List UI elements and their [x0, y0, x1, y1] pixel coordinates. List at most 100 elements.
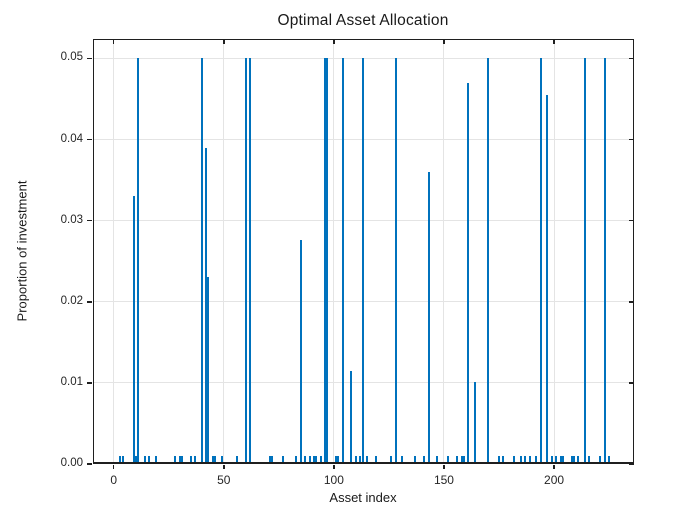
bar	[282, 455, 285, 464]
x-gridline	[553, 39, 555, 464]
bar	[271, 455, 274, 464]
bar	[295, 455, 298, 464]
bar	[498, 455, 501, 464]
y-gridline	[93, 57, 634, 59]
x-gridline	[223, 39, 225, 464]
bar	[603, 58, 606, 464]
x-tick-mark-top	[553, 39, 555, 44]
bar	[119, 455, 122, 464]
bar	[313, 455, 316, 464]
bar	[423, 455, 426, 464]
bar	[365, 455, 368, 464]
bar	[401, 455, 404, 464]
bar	[354, 455, 357, 464]
y-tick-mark-right	[629, 57, 634, 60]
bar	[427, 172, 430, 464]
bar	[577, 455, 580, 464]
bar	[546, 94, 549, 464]
bar	[473, 382, 476, 464]
plot-area	[93, 39, 634, 465]
y-tick-mark	[87, 138, 92, 141]
x-tick-label: 50	[217, 473, 231, 487]
bar	[315, 455, 318, 464]
bar	[520, 455, 523, 464]
bar	[570, 455, 573, 464]
bar	[361, 58, 364, 464]
y-tick-mark-right	[629, 463, 634, 465]
x-tick-label: 0	[110, 473, 118, 487]
x-tick-mark-top	[443, 39, 445, 44]
bar	[189, 455, 192, 464]
y-tick-label: 0.00	[60, 457, 83, 469]
bar	[200, 58, 203, 464]
x-tick-label: 100	[323, 473, 344, 487]
bar	[335, 455, 338, 464]
bar	[583, 58, 586, 464]
y-tick-mark	[87, 57, 92, 60]
bar	[608, 455, 611, 464]
chart-title: Optimal Asset Allocation	[277, 12, 449, 29]
bar	[136, 58, 139, 464]
bar	[174, 455, 177, 464]
x-tick-mark-top	[223, 39, 225, 44]
x-gridline	[113, 39, 115, 464]
y-gridline	[93, 220, 634, 222]
x-tick-label: 150	[433, 473, 454, 487]
y-tick-mark	[87, 463, 92, 465]
y-gridline	[93, 382, 634, 384]
bar	[134, 455, 137, 464]
y-axis-label: Proportion of investment	[14, 180, 30, 322]
bar	[535, 455, 538, 464]
bar	[561, 455, 564, 464]
x-tick-label: 200	[544, 473, 565, 487]
y-tick-mark	[87, 382, 92, 384]
bar	[207, 277, 210, 464]
bar	[502, 455, 505, 464]
bar	[572, 455, 575, 464]
bar	[394, 58, 397, 464]
x-tick-mark-top	[112, 39, 115, 44]
bar	[528, 455, 531, 464]
y-tick-mark	[87, 219, 92, 222]
bar	[180, 455, 183, 464]
bar	[147, 455, 150, 464]
bar	[326, 58, 329, 464]
bar	[269, 455, 272, 464]
bar	[456, 455, 459, 464]
bar	[143, 455, 146, 464]
bar	[213, 455, 216, 464]
bar	[154, 455, 157, 464]
bar	[539, 58, 542, 464]
bar	[436, 455, 439, 464]
bar	[211, 455, 214, 464]
x-tick-mark	[553, 465, 555, 469]
x-tick-mark	[223, 465, 225, 469]
y-tick-label: 0.02	[60, 294, 83, 307]
x-gridline	[443, 39, 445, 464]
y-tick-mark-right	[629, 219, 634, 222]
bar	[319, 455, 322, 464]
y-tick-label: 0.04	[60, 132, 83, 145]
x-tick-mark-top	[333, 39, 335, 44]
bar	[350, 370, 353, 464]
bar	[359, 455, 362, 464]
bar	[308, 455, 311, 464]
bar	[337, 455, 340, 464]
bar	[205, 147, 208, 464]
bar	[513, 455, 516, 464]
y-tick-label: 0.01	[60, 375, 83, 388]
bar	[236, 455, 238, 464]
y-tick-label: 0.03	[60, 213, 83, 226]
bar	[249, 58, 252, 464]
bar	[559, 455, 562, 464]
bar	[487, 58, 490, 464]
bar	[588, 455, 591, 464]
bar	[374, 455, 377, 464]
x-gridline	[333, 39, 335, 464]
bar	[460, 455, 463, 464]
bar	[244, 58, 247, 464]
bar	[555, 455, 558, 464]
bar	[121, 455, 124, 464]
bar	[467, 82, 470, 464]
